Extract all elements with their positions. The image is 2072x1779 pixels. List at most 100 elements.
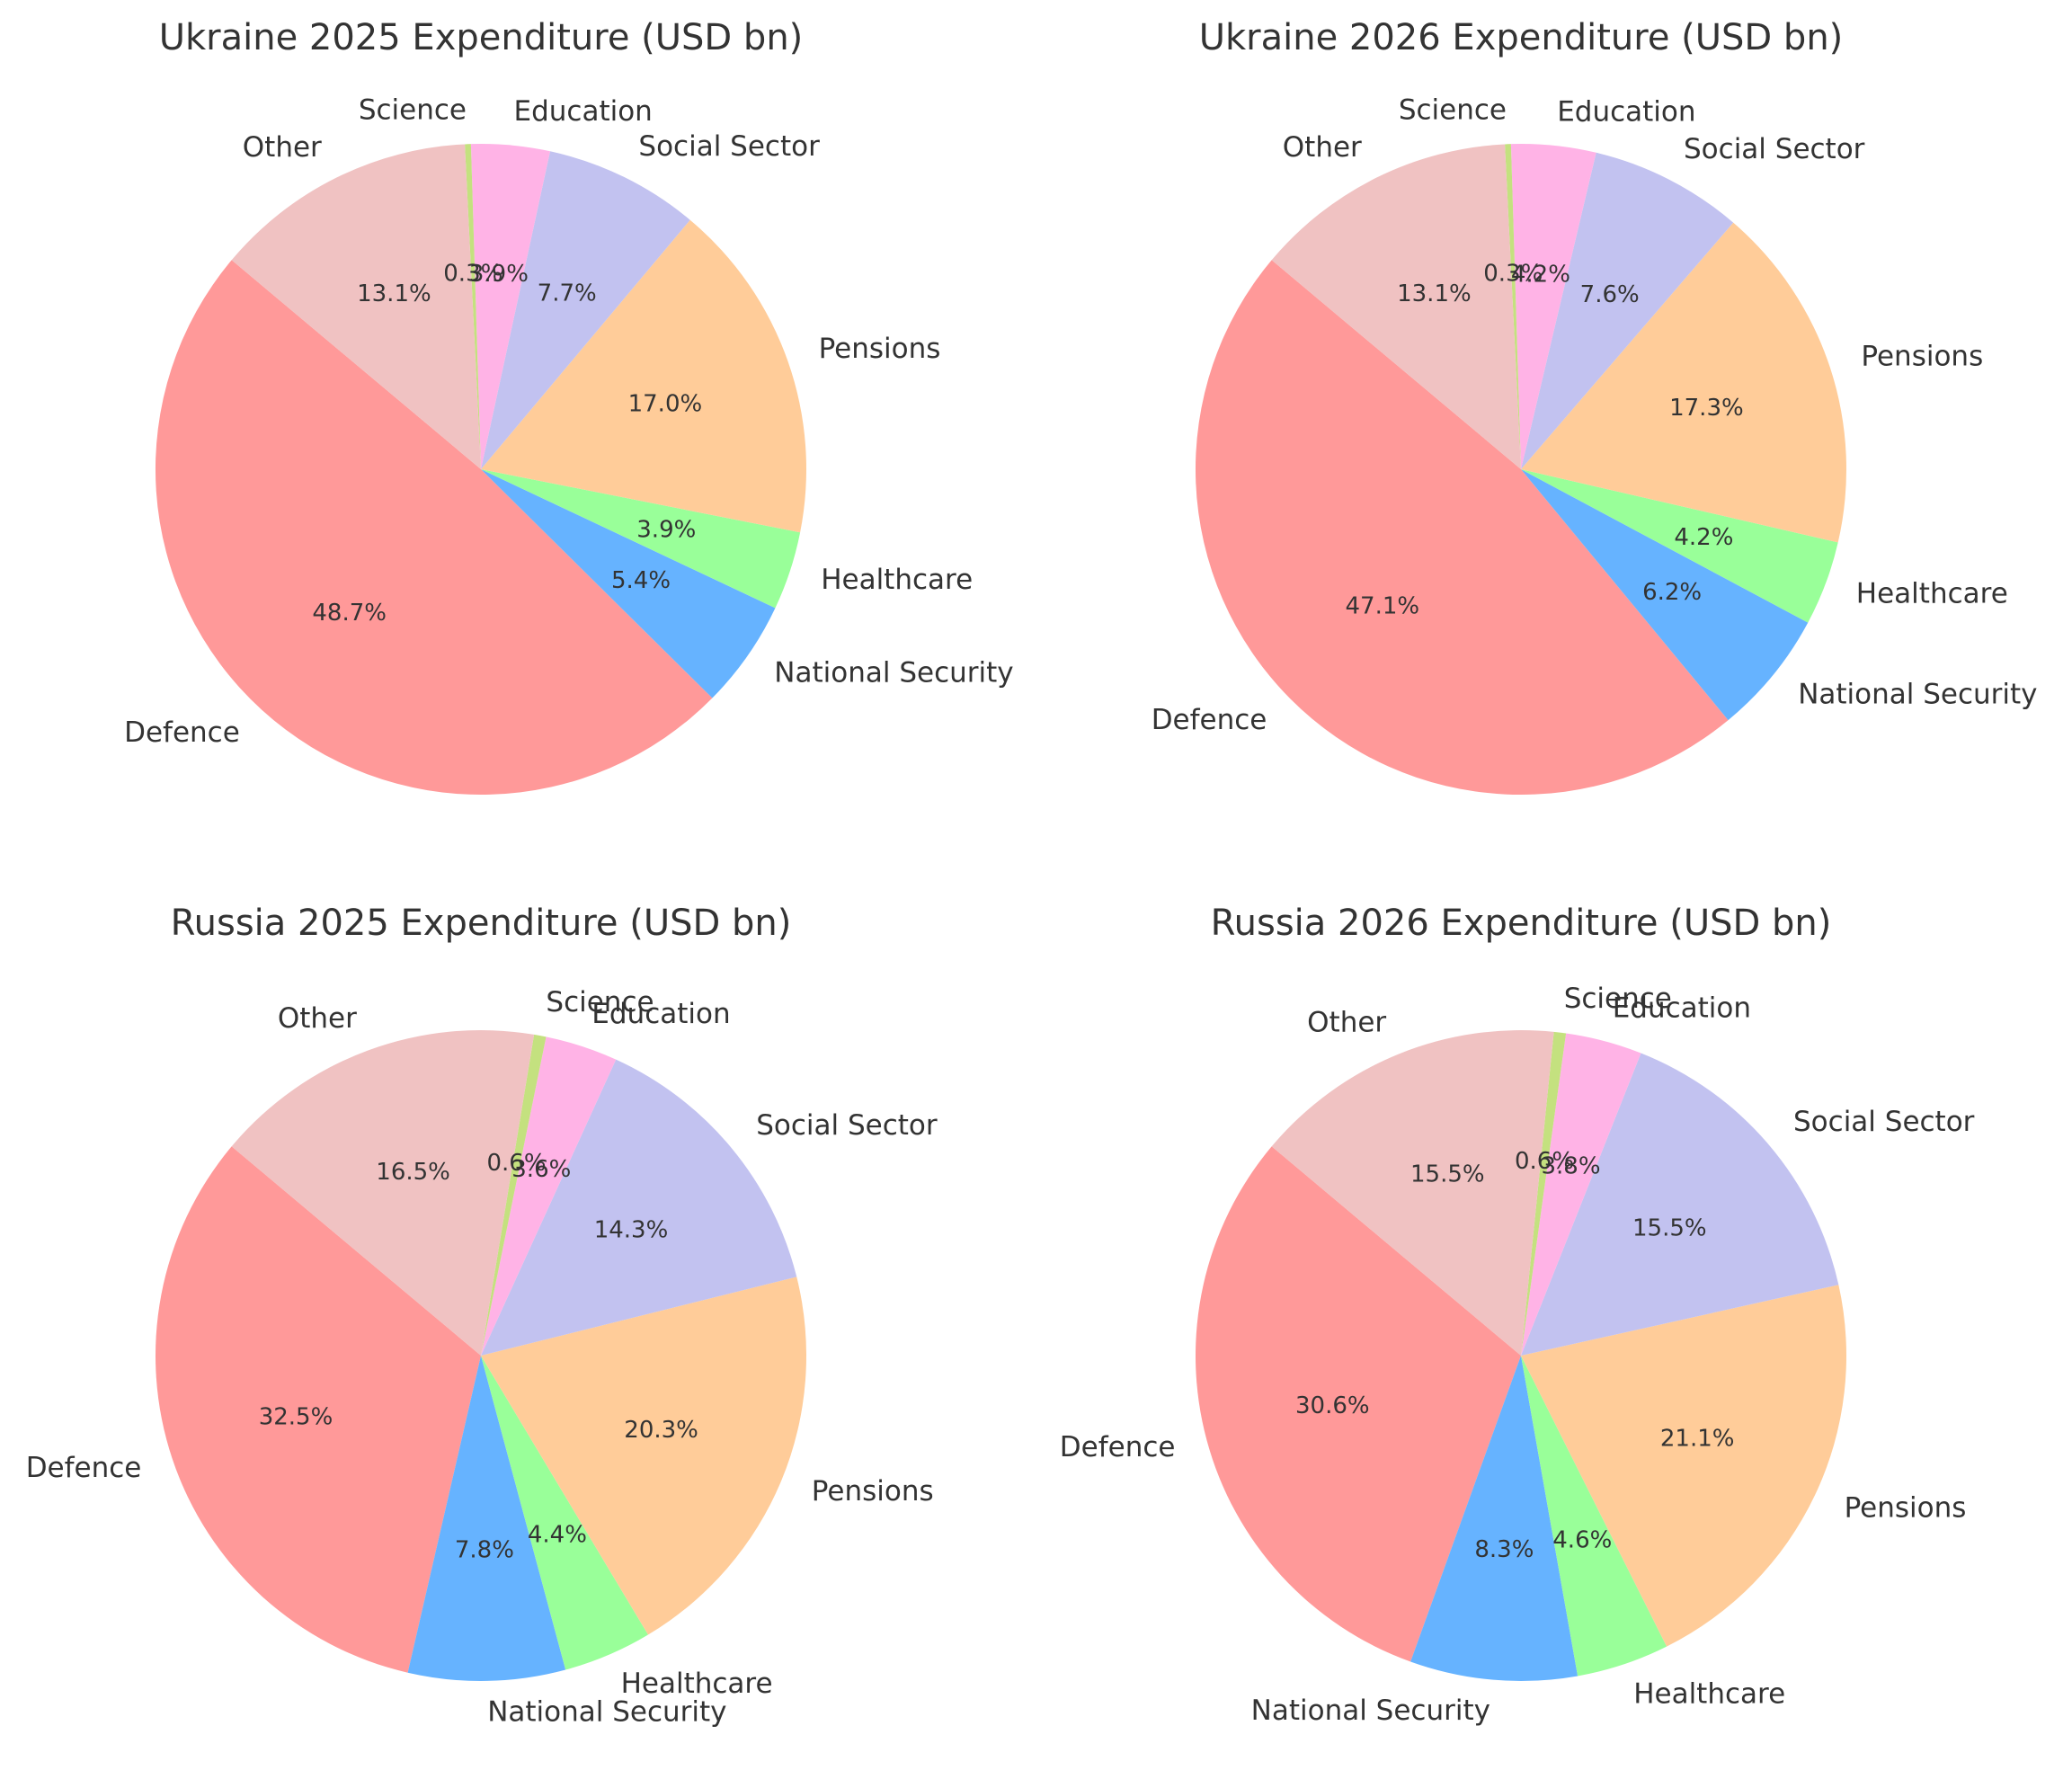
category-label-healthcare: Healthcare (821, 564, 973, 596)
percent-label-healthcare: 4.6% (1552, 1527, 1612, 1554)
percent-label-social-sector: 7.7% (538, 280, 597, 307)
percent-label-healthcare: 4.4% (528, 1521, 587, 1548)
percent-label-science: 0.3% (1483, 261, 1543, 288)
percent-label-science: 0.6% (1515, 1148, 1574, 1175)
pie-slice-other (1271, 1029, 1554, 1356)
category-label-defence: Defence (124, 716, 240, 749)
category-label-defence: Defence (26, 1452, 142, 1484)
chart-title: Ukraine 2025 Expenditure (USD bn) (159, 17, 804, 58)
pie-slice-education (481, 1036, 617, 1356)
category-label-healthcare: Healthcare (1856, 577, 2008, 609)
percent-label-social-sector: 14.3% (594, 1217, 669, 1244)
category-label-education: Education (1557, 95, 1695, 128)
pie-slice-education (1510, 143, 1596, 469)
pie-slice-other (231, 144, 481, 469)
percent-label-science: 0.3% (443, 261, 502, 288)
category-label-education: Education (591, 998, 730, 1030)
category-label-pensions: Pensions (812, 1475, 934, 1508)
pie-slice-national-security (407, 1356, 566, 1681)
chart-title: Russia 2025 Expenditure (USD bn) (171, 903, 792, 944)
chart-ukraine-2026: Ukraine 2026 Expenditure (USD bn) Defenc… (1152, 17, 2038, 796)
pie-slice-healthcare (481, 1356, 649, 1670)
pie-slice-pensions (1521, 1285, 1847, 1647)
pie-slice-science (481, 1034, 547, 1356)
pie-slice-science (1521, 1031, 1567, 1356)
percent-label-other: 15.5% (1410, 1161, 1485, 1187)
percent-label-healthcare: 3.9% (636, 516, 696, 543)
category-label-national-security: National Security (1798, 679, 2037, 711)
percent-label-pensions: 20.3% (624, 1417, 698, 1444)
pie-slice-social-sector (1521, 1053, 1839, 1356)
chart-title: Russia 2026 Expenditure (USD bn) (1211, 903, 1832, 944)
category-label-science: Science (1564, 983, 1672, 1015)
category-label-education: Education (1613, 992, 1751, 1025)
pie-slice-defence (155, 260, 713, 796)
percent-label-other: 13.1% (357, 280, 431, 307)
percent-label-other: 13.1% (1397, 280, 1472, 307)
category-label-education: Education (514, 95, 653, 128)
pie-slice-education (470, 143, 550, 469)
category-label-healthcare: Healthcare (1633, 1678, 1785, 1711)
category-label-other: Other (243, 131, 322, 164)
category-label-science: Science (546, 986, 654, 1018)
chart-russia-2026: Russia 2026 Expenditure (USD bn) Defence… (1060, 903, 1975, 1727)
percent-label-pensions: 17.0% (628, 390, 703, 417)
category-label-other: Other (1307, 1007, 1386, 1039)
percent-label-social-sector: 7.6% (1580, 281, 1640, 308)
pie-slice-defence (1195, 260, 1729, 796)
pie-slice-other (231, 1029, 535, 1356)
percent-label-education: 4.2% (1511, 261, 1570, 288)
pie-slice-other (1271, 144, 1521, 469)
percent-label-science: 0.6% (486, 1150, 546, 1177)
category-label-science: Science (359, 94, 467, 127)
category-label-national-security: National Security (1251, 1694, 1490, 1727)
category-label-pensions: Pensions (819, 333, 941, 365)
percent-label-education: 3.8% (1541, 1153, 1600, 1180)
chart-ukraine-2025: Ukraine 2025 Expenditure (USD bn) Defenc… (124, 17, 1014, 796)
pie-slice-defence (1196, 1146, 1521, 1662)
pie-slice-healthcare (1521, 469, 1838, 623)
pie-slice-pensions (481, 1276, 807, 1635)
category-label-pensions: Pensions (1861, 341, 1983, 373)
pie-slice-social-sector (1521, 152, 1734, 470)
pie-slice-national-security (1521, 469, 1809, 721)
category-label-national-security: National Security (487, 1696, 726, 1729)
percent-label-national-security: 8.3% (1474, 1536, 1534, 1563)
category-label-social-sector: Social Sector (1684, 133, 1865, 165)
pie-slice-defence (155, 1146, 482, 1673)
chart-russia-2025: Russia 2025 Expenditure (USD bn) Defence… (26, 903, 938, 1729)
pie-slice-education (1521, 1033, 1641, 1356)
pie-slice-national-security (481, 469, 776, 698)
percent-label-pensions: 21.1% (1660, 1426, 1735, 1453)
percent-label-national-security: 6.2% (1642, 579, 1702, 606)
percent-label-defence: 48.7% (312, 600, 387, 627)
category-label-pensions: Pensions (1845, 1491, 1967, 1524)
percent-label-defence: 32.5% (259, 1403, 333, 1430)
pie-slice-national-security (1410, 1356, 1578, 1682)
pie-slice-pensions (481, 219, 807, 533)
percent-label-defence: 47.1% (1345, 593, 1419, 620)
category-label-other: Other (1283, 131, 1362, 164)
pie-slice-science (465, 144, 481, 470)
percent-label-social-sector: 15.5% (1632, 1215, 1707, 1242)
chart-title: Ukraine 2026 Expenditure (USD bn) (1199, 17, 1844, 58)
category-label-social-sector: Social Sector (638, 130, 820, 163)
pie-slice-pensions (1521, 222, 1846, 543)
pie-slice-healthcare (481, 469, 801, 609)
percent-label-healthcare: 4.2% (1674, 524, 1733, 551)
category-label-social-sector: Social Sector (756, 1109, 938, 1142)
percent-label-other: 16.5% (376, 1159, 450, 1186)
percent-label-education: 3.6% (511, 1156, 571, 1183)
pie-slice-science (1505, 144, 1521, 470)
category-label-defence: Defence (1152, 704, 1267, 736)
percent-label-pensions: 17.3% (1669, 395, 1744, 422)
pie-slice-healthcare (1521, 1356, 1667, 1677)
percent-label-defence: 30.6% (1295, 1392, 1370, 1419)
pie-slice-social-sector (481, 1059, 797, 1356)
category-label-science: Science (1399, 94, 1507, 127)
percent-label-national-security: 7.8% (455, 1537, 514, 1564)
category-label-defence: Defence (1060, 1431, 1176, 1463)
percent-label-national-security: 5.4% (611, 567, 671, 594)
percent-label-education: 3.9% (469, 261, 529, 288)
